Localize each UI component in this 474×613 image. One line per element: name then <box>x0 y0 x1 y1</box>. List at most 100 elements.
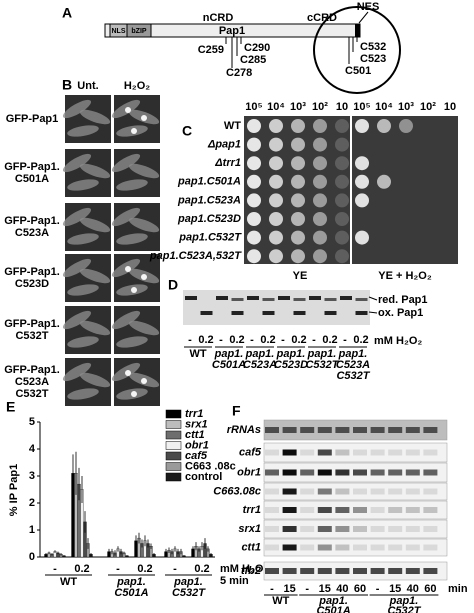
strain-label: pap1. <box>318 595 348 607</box>
spot <box>291 230 305 245</box>
time-label: - <box>376 583 380 595</box>
nes-arrow <box>358 11 369 24</box>
band <box>423 568 438 574</box>
cell <box>62 153 92 173</box>
cell <box>111 310 141 330</box>
band <box>317 568 332 574</box>
cell <box>67 179 99 191</box>
x-tick-label: 0.2 <box>74 563 89 575</box>
y-tick-label: 3 <box>29 470 35 482</box>
x-tick-label: - <box>173 563 177 575</box>
cell <box>79 109 111 125</box>
cys-label: C532 <box>360 41 386 53</box>
western-blot <box>183 290 370 325</box>
unit-label: mM H₂O₂ <box>374 335 422 347</box>
band <box>324 298 337 301</box>
x-tick-label: 0.2 <box>194 563 209 575</box>
cell <box>79 217 111 233</box>
nucleus <box>131 391 137 397</box>
column-header: H₂O₂ <box>124 80 150 92</box>
row-label: C532T <box>15 330 48 342</box>
legend-label: trr1 <box>185 408 203 420</box>
band <box>247 296 259 300</box>
cell <box>62 99 92 119</box>
cell <box>67 125 99 137</box>
band-label: red. Pap1 <box>378 294 428 306</box>
band <box>231 311 244 315</box>
spot <box>313 193 327 208</box>
band <box>388 568 403 574</box>
spot <box>269 230 283 245</box>
cell <box>62 310 92 330</box>
dose-label: - <box>219 334 223 346</box>
strain-label: WT <box>272 595 289 607</box>
cys-label: C523 <box>360 53 386 65</box>
time-label: 40 <box>336 583 348 595</box>
row-label: C523A <box>15 376 49 388</box>
spot <box>335 249 349 264</box>
panel-label: C <box>182 123 192 139</box>
band <box>293 311 306 315</box>
domain-label: NLS <box>112 28 126 35</box>
band <box>423 427 438 433</box>
arrow <box>368 296 378 301</box>
band <box>200 311 213 315</box>
legend-label: C663 .08c <box>185 460 236 472</box>
cell <box>128 320 160 336</box>
band <box>282 427 297 433</box>
band <box>265 568 279 574</box>
band <box>388 544 403 551</box>
column-header: Unt. <box>77 80 98 92</box>
cell <box>79 320 111 336</box>
spot <box>291 193 305 208</box>
band <box>388 507 403 513</box>
dilution-label: 10 <box>336 101 348 113</box>
nucleus <box>125 266 131 272</box>
strain-label: pap1. <box>214 348 244 360</box>
spot <box>269 174 283 189</box>
legend-label: srx1 <box>185 418 208 430</box>
spot <box>335 174 349 189</box>
arrow <box>368 311 378 314</box>
band <box>335 427 350 433</box>
gene-label: ctt1 <box>241 541 261 553</box>
band <box>262 298 275 301</box>
row-label: GFP-Pap1. <box>4 215 60 227</box>
strain-label: Δpap1 <box>207 139 241 151</box>
spot <box>269 119 283 133</box>
x-note: mM H₂O₂ <box>220 563 268 575</box>
band <box>388 526 403 532</box>
strain-label: pap1.C501A <box>177 176 241 188</box>
nucleus <box>125 370 131 376</box>
band <box>423 544 438 551</box>
spot <box>313 249 327 264</box>
panel-label: F <box>232 403 241 419</box>
legend-label: caf5 <box>185 450 208 462</box>
band <box>353 488 367 495</box>
band <box>353 427 367 433</box>
group-label: C532T <box>172 587 206 599</box>
y-tick-label: 4 <box>29 443 36 455</box>
row-label: GFP-Pap1. <box>4 266 60 278</box>
dilution-label: 10³ <box>290 101 306 113</box>
legend-label: ctt1 <box>185 429 205 441</box>
panel-label: E <box>6 399 15 415</box>
strain-label: pap1. <box>338 348 368 360</box>
time-label: 15 <box>319 583 331 595</box>
spot <box>355 156 369 171</box>
cell <box>111 207 141 227</box>
row-label: GFP-Pap1 <box>6 113 59 125</box>
legend-swatch <box>165 420 182 429</box>
band <box>265 544 279 551</box>
band <box>353 544 367 551</box>
band <box>300 507 315 513</box>
band <box>405 469 420 476</box>
band <box>370 469 385 476</box>
northern-row <box>263 500 448 520</box>
dilution-label: 10⁵ <box>353 101 370 113</box>
gene-label: tfb2 <box>241 565 261 577</box>
strain-label: WT <box>224 120 241 132</box>
band <box>265 507 279 513</box>
band <box>300 488 315 495</box>
